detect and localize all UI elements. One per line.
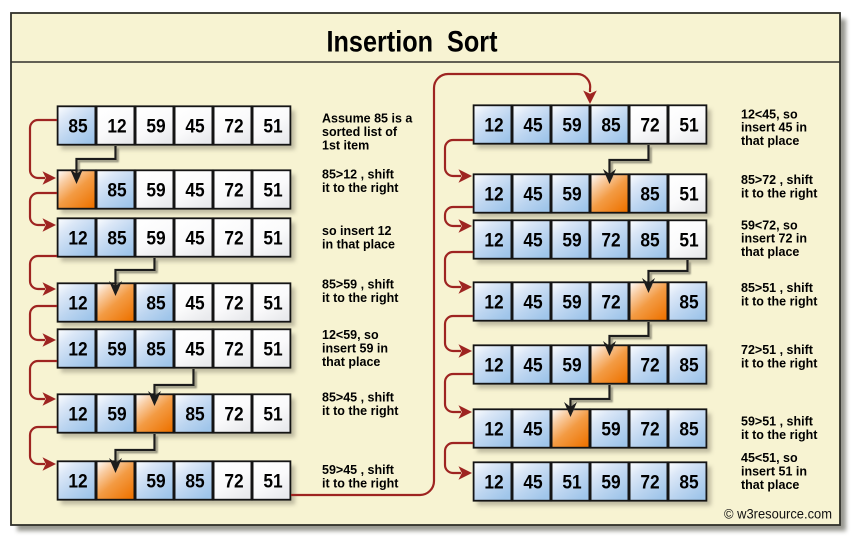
svg-text:72: 72 (640, 114, 659, 136)
svg-text:45: 45 (185, 179, 204, 201)
svg-text:45: 45 (185, 227, 204, 249)
svg-text:85: 85 (679, 418, 698, 440)
svg-text:72: 72 (224, 115, 243, 137)
svg-text:51: 51 (263, 338, 282, 360)
svg-text:59: 59 (562, 354, 581, 376)
svg-text:59: 59 (107, 338, 126, 360)
svg-text:51: 51 (263, 115, 282, 137)
svg-text:12: 12 (484, 183, 503, 205)
svg-text:12: 12 (68, 338, 87, 360)
svg-text:85: 85 (146, 338, 165, 360)
svg-text:45: 45 (523, 229, 542, 251)
svg-text:45: 45 (523, 114, 542, 136)
svg-text:85: 85 (107, 179, 126, 201)
svg-text:12: 12 (484, 471, 503, 493)
svg-text:12: 12 (68, 227, 87, 249)
svg-text:51: 51 (679, 229, 698, 251)
svg-text:12: 12 (68, 470, 87, 492)
svg-text:51: 51 (263, 470, 282, 492)
svg-text:59: 59 (562, 229, 581, 251)
svg-text:59: 59 (562, 291, 581, 313)
svg-text:59: 59 (562, 114, 581, 136)
svg-text:72: 72 (224, 179, 243, 201)
svg-text:45: 45 (523, 471, 542, 493)
svg-text:85: 85 (679, 471, 698, 493)
svg-text:51: 51 (263, 179, 282, 201)
svg-text:72: 72 (224, 338, 243, 360)
svg-text:51: 51 (679, 183, 698, 205)
svg-text:59: 59 (601, 418, 620, 440)
svg-text:72: 72 (224, 403, 243, 425)
svg-text:© w3resource.com: © w3resource.com (724, 507, 832, 522)
svg-text:45: 45 (523, 418, 542, 440)
svg-text:12: 12 (484, 354, 503, 376)
svg-text:59: 59 (107, 403, 126, 425)
svg-text:72: 72 (601, 229, 620, 251)
svg-text:72: 72 (224, 470, 243, 492)
svg-text:72: 72 (640, 354, 659, 376)
svg-text:12: 12 (484, 418, 503, 440)
svg-text:59: 59 (146, 470, 165, 492)
svg-text:85: 85 (107, 227, 126, 249)
svg-text:85: 85 (640, 229, 659, 251)
svg-text:Insertion Sort: Insertion Sort (327, 25, 498, 58)
svg-text:51: 51 (562, 471, 581, 493)
svg-text:51: 51 (263, 292, 282, 314)
svg-text:51: 51 (263, 227, 282, 249)
svg-text:59: 59 (146, 227, 165, 249)
svg-text:72: 72 (224, 227, 243, 249)
svg-text:85: 85 (679, 354, 698, 376)
svg-text:12: 12 (484, 229, 503, 251)
svg-text:85: 85 (601, 114, 620, 136)
svg-text:45: 45 (523, 291, 542, 313)
svg-text:12: 12 (484, 291, 503, 313)
svg-text:72: 72 (640, 471, 659, 493)
svg-text:51: 51 (679, 114, 698, 136)
svg-text:72: 72 (640, 418, 659, 440)
svg-text:12: 12 (68, 403, 87, 425)
svg-text:59: 59 (146, 179, 165, 201)
svg-text:45: 45 (185, 338, 204, 360)
svg-text:12: 12 (484, 114, 503, 136)
svg-text:59: 59 (146, 115, 165, 137)
svg-text:59: 59 (562, 183, 581, 205)
svg-text:85: 85 (68, 115, 87, 137)
svg-text:72: 72 (224, 292, 243, 314)
svg-text:51: 51 (263, 403, 282, 425)
svg-text:45: 45 (523, 354, 542, 376)
svg-text:72: 72 (601, 291, 620, 313)
svg-text:85: 85 (640, 183, 659, 205)
svg-text:12: 12 (107, 115, 126, 137)
svg-text:45: 45 (185, 292, 204, 314)
svg-text:59: 59 (601, 471, 620, 493)
svg-text:85: 85 (679, 291, 698, 313)
svg-text:12: 12 (68, 292, 87, 314)
svg-text:85: 85 (146, 292, 165, 314)
svg-text:45: 45 (185, 115, 204, 137)
svg-text:45: 45 (523, 183, 542, 205)
svg-text:85: 85 (185, 470, 204, 492)
svg-text:85: 85 (185, 403, 204, 425)
